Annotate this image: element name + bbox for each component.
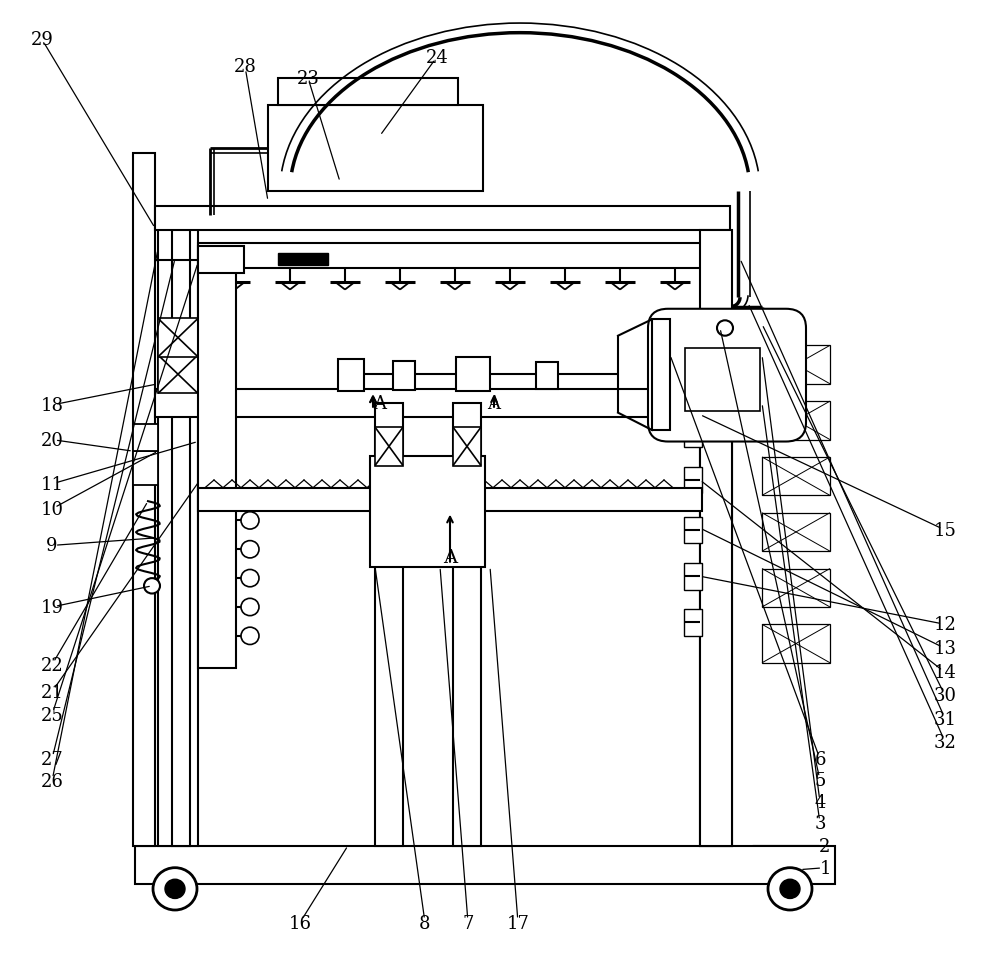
Text: 24: 24	[426, 49, 448, 66]
Bar	[393, 361, 415, 390]
Bar	[375, 428, 403, 466]
Bar	[370, 456, 485, 567]
Text: A: A	[488, 395, 501, 412]
Bar	[198, 244, 702, 269]
Text: 17: 17	[507, 914, 529, 931]
Circle shape	[768, 868, 812, 910]
FancyBboxPatch shape	[648, 309, 806, 442]
Text: 27: 27	[41, 751, 63, 768]
Text: A: A	[374, 395, 386, 412]
Text: 18: 18	[40, 397, 64, 414]
Text: 12: 12	[934, 616, 956, 633]
Bar	[155, 389, 732, 418]
Bar	[135, 846, 835, 884]
Circle shape	[153, 868, 197, 910]
Bar	[158, 319, 198, 357]
Text: 5: 5	[814, 772, 826, 789]
Bar	[700, 394, 732, 846]
Text: 20: 20	[41, 431, 63, 449]
Text: 32: 32	[934, 733, 956, 751]
Bar	[652, 320, 670, 431]
Text: 22: 22	[41, 656, 63, 674]
Bar	[762, 346, 830, 384]
Text: 26: 26	[41, 773, 63, 790]
Text: 14: 14	[934, 664, 956, 681]
Text: 31: 31	[934, 710, 956, 727]
Circle shape	[241, 541, 259, 558]
Bar	[762, 569, 830, 607]
Text: 8: 8	[419, 914, 431, 931]
Bar	[762, 402, 830, 440]
Bar	[198, 247, 244, 274]
Bar	[780, 870, 800, 884]
Bar	[133, 452, 158, 485]
Text: 3: 3	[814, 815, 826, 832]
Text: 1: 1	[819, 859, 831, 876]
Text: 4: 4	[814, 794, 826, 811]
Bar	[762, 625, 830, 663]
Bar	[453, 404, 481, 846]
Bar	[684, 563, 702, 590]
Bar	[453, 428, 481, 466]
Text: 6: 6	[814, 751, 826, 768]
Circle shape	[717, 321, 733, 336]
Bar	[278, 254, 328, 265]
Bar	[684, 467, 702, 494]
Circle shape	[165, 879, 185, 899]
Bar	[165, 870, 185, 884]
Text: 28: 28	[234, 59, 256, 76]
Bar	[685, 349, 760, 411]
Text: 15: 15	[934, 522, 956, 539]
Bar	[762, 513, 830, 552]
Bar	[198, 488, 702, 511]
Bar	[375, 404, 403, 846]
Bar	[158, 356, 198, 394]
Bar	[268, 106, 483, 192]
Circle shape	[780, 879, 800, 899]
Bar	[536, 362, 558, 389]
Bar	[133, 425, 158, 452]
Bar	[198, 269, 236, 668]
Bar	[133, 154, 155, 846]
Text: 23: 23	[297, 70, 319, 87]
Bar	[456, 357, 490, 392]
Bar	[172, 216, 190, 846]
Text: 10: 10	[40, 501, 64, 518]
Text: A: A	[443, 549, 457, 566]
Bar	[155, 207, 730, 231]
Circle shape	[241, 599, 259, 616]
Text: 25: 25	[41, 706, 63, 724]
Circle shape	[241, 570, 259, 587]
Bar	[158, 216, 198, 846]
Text: 30: 30	[934, 687, 956, 704]
Bar	[684, 421, 702, 448]
Text: 13: 13	[934, 640, 956, 657]
Text: 29: 29	[31, 32, 53, 49]
Text: 2: 2	[819, 837, 831, 854]
Bar	[684, 609, 702, 636]
Bar	[278, 79, 458, 106]
Text: 19: 19	[40, 599, 64, 616]
Text: 7: 7	[462, 914, 474, 931]
Text: 11: 11	[40, 476, 64, 493]
Circle shape	[241, 512, 259, 530]
Circle shape	[144, 579, 160, 594]
Bar	[684, 517, 702, 544]
Text: 16: 16	[288, 914, 312, 931]
Text: 21: 21	[41, 683, 63, 701]
Bar	[762, 457, 830, 496]
Circle shape	[241, 628, 259, 645]
Bar	[338, 359, 364, 392]
Text: 9: 9	[46, 537, 58, 554]
Bar	[700, 231, 732, 846]
